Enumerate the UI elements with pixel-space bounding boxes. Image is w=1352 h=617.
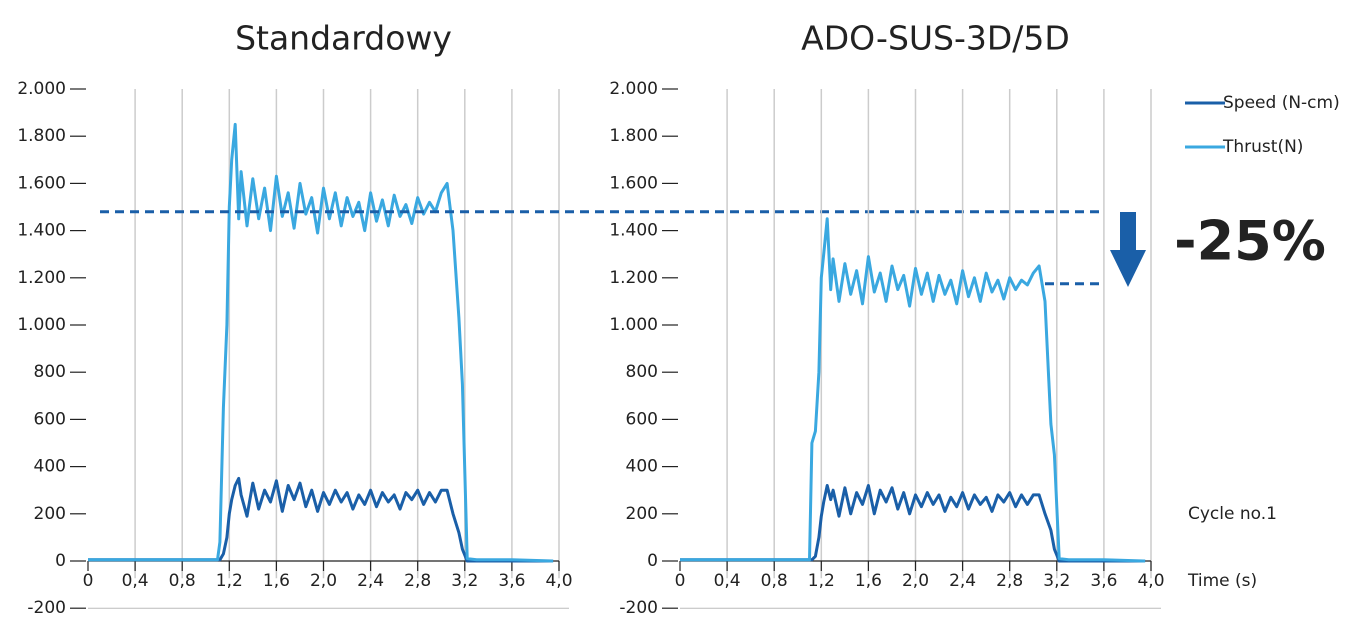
series-line <box>88 122 554 563</box>
x-tick-label: 0,8 <box>761 571 788 591</box>
y-tick-label: 0 <box>647 551 658 571</box>
x-tick-label: 2,8 <box>404 571 431 591</box>
x-tick-label: 2,4 <box>357 571 384 591</box>
x-tick-label: 4,0 <box>545 571 572 591</box>
legend-label: Thrust(N) <box>1222 137 1303 157</box>
y-tick-label: 1.000 <box>17 315 66 335</box>
chart-title: Standardowy <box>235 19 452 58</box>
decrease-arrow <box>1110 212 1146 287</box>
y-tick-label: 200 <box>626 504 658 524</box>
y-tick-label: 1.400 <box>609 221 658 241</box>
y-tick-label: 1.600 <box>17 173 66 193</box>
y-tick-label: 400 <box>34 457 66 477</box>
x-tick-label: 2,4 <box>949 571 976 591</box>
x-tick-label: 0,8 <box>169 571 196 591</box>
x-tick-label: 2,0 <box>310 571 337 591</box>
y-tick-label: 0 <box>55 551 66 571</box>
x-tick-label: 1,6 <box>855 571 882 591</box>
y-tick-label: 600 <box>626 409 658 429</box>
y-tick-label: 1.400 <box>17 221 66 241</box>
y-tick-label: 2.000 <box>609 79 658 99</box>
x-tick-label: 3,6 <box>498 571 525 591</box>
series-line <box>680 484 1146 563</box>
x-tick-label: 3,6 <box>1090 571 1117 591</box>
x-tick-label: 3,2 <box>451 571 478 591</box>
series-line <box>88 476 554 563</box>
x-tick-label: 2,0 <box>902 571 929 591</box>
y-tick-label: 1.200 <box>609 268 658 288</box>
x-tick-label: 2,8 <box>996 571 1023 591</box>
x-tick-label: 4,0 <box>1137 571 1164 591</box>
y-tick-label: 1.800 <box>609 126 658 146</box>
y-tick-label: 2.000 <box>17 79 66 99</box>
y-tick-label: 1.200 <box>17 268 66 288</box>
x-tick-label: 1,6 <box>263 571 290 591</box>
y-tick-label: 800 <box>626 362 658 382</box>
y-tick-label: 800 <box>34 362 66 382</box>
change-label: -25% <box>1174 210 1326 273</box>
annotation: Cycle no.1 <box>1188 504 1277 524</box>
y-tick-label: 600 <box>34 409 66 429</box>
y-tick-label: 1.600 <box>609 173 658 193</box>
x-tick-label: 0 <box>83 571 94 591</box>
x-tick-label: 1,2 <box>808 571 835 591</box>
x-tick-label: 3,2 <box>1043 571 1070 591</box>
y-tick-label: 400 <box>626 457 658 477</box>
legend-label: Speed (N-cm) <box>1223 93 1340 113</box>
y-tick-label: 1.800 <box>17 126 66 146</box>
y-tick-label: -200 <box>619 598 658 617</box>
chart-title: ADO-SUS-3D/5D <box>801 19 1070 58</box>
series-line <box>680 217 1146 563</box>
y-tick-label: 200 <box>34 504 66 524</box>
x-tick-label: 1,2 <box>216 571 243 591</box>
y-tick-label: 1.000 <box>609 315 658 335</box>
x-axis-label: Time (s) <box>1187 571 1257 591</box>
y-tick-label: -200 <box>27 598 66 617</box>
x-tick-label: 0,4 <box>714 571 741 591</box>
x-tick-label: 0 <box>675 571 686 591</box>
x-tick-label: 0,4 <box>122 571 149 591</box>
